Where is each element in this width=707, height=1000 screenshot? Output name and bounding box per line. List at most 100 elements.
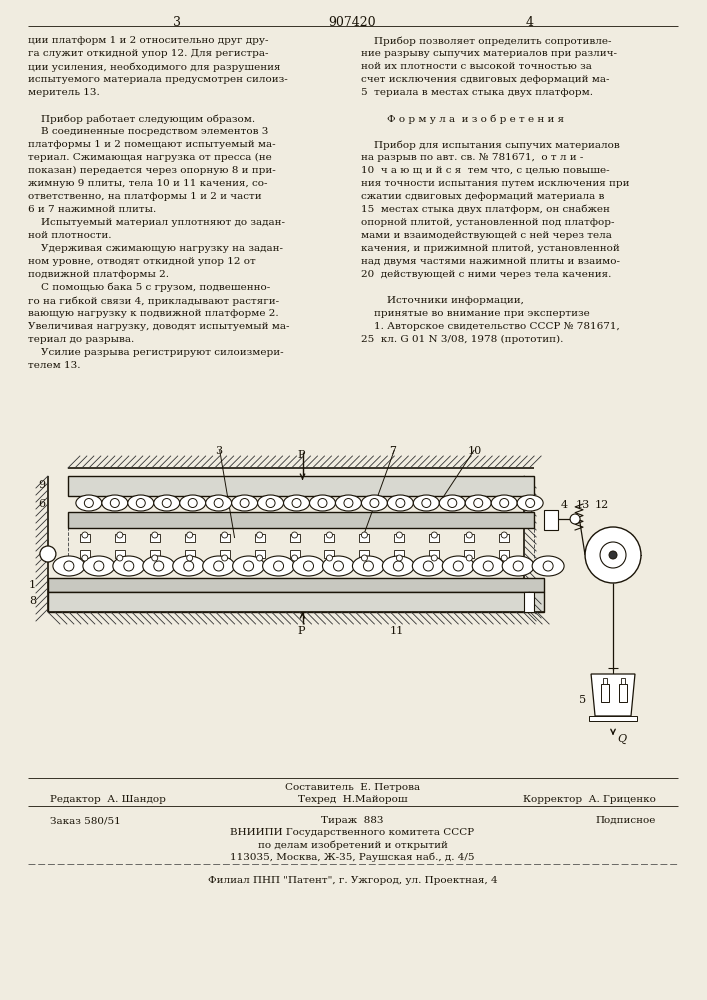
Circle shape [40, 546, 56, 562]
Ellipse shape [322, 556, 354, 576]
Text: ции платформ 1 и 2 относительно друг дру-: ции платформ 1 и 2 относительно друг дру… [28, 36, 269, 45]
Circle shape [483, 561, 493, 571]
Text: ВНИИПИ Государственного комитета СССР: ВНИИПИ Государственного комитета СССР [230, 828, 474, 837]
Text: В соединенные посредством элементов 3: В соединенные посредством элементов 3 [28, 127, 269, 136]
Bar [255, 534, 264, 542]
Text: Составитель  Е. Петрова: Составитель Е. Петрова [285, 783, 420, 792]
Circle shape [397, 555, 402, 561]
Circle shape [609, 551, 617, 559]
Bar [185, 550, 194, 558]
Text: Увеличивая нагрузку, доводят испытуемый ма-: Увеличивая нагрузку, доводят испытуемый … [28, 322, 289, 331]
Ellipse shape [180, 495, 206, 511]
Circle shape [501, 555, 507, 561]
Text: показан) передается через опорную 8 и при-: показан) передается через опорную 8 и пр… [28, 166, 276, 175]
Circle shape [187, 555, 193, 561]
Bar [544, 510, 558, 530]
Text: 10  ч а ю щ и й с я  тем что, с целью повыше-: 10 ч а ю щ и й с я тем что, с целью повы… [361, 166, 610, 175]
Text: подвижной платформы 2.: подвижной платформы 2. [28, 270, 169, 279]
Circle shape [466, 555, 472, 561]
Circle shape [501, 532, 507, 538]
Text: С помощью бака 5 с грузом, подвешенно-: С помощью бака 5 с грузом, подвешенно- [28, 283, 270, 292]
Text: териал до разрыва.: териал до разрыва. [28, 335, 134, 344]
Ellipse shape [352, 556, 385, 576]
Bar [429, 534, 439, 542]
Circle shape [431, 532, 438, 538]
Polygon shape [591, 674, 635, 716]
Bar [290, 550, 300, 558]
Text: 1: 1 [29, 580, 36, 590]
Text: 6 и 7 нажимной плиты.: 6 и 7 нажимной плиты. [28, 205, 156, 214]
Text: Ф о р м у л а  и з о б р е т е н и я: Ф о р м у л а и з о б р е т е н и я [361, 114, 565, 123]
Ellipse shape [518, 495, 543, 511]
Circle shape [187, 532, 193, 538]
Bar [68, 512, 534, 528]
Ellipse shape [53, 556, 85, 576]
Ellipse shape [310, 495, 335, 511]
Text: опорной плитой, установленной под платфор-: опорной плитой, установленной под платфо… [361, 218, 615, 227]
Ellipse shape [262, 556, 295, 576]
Text: 20  действующей с ними через тела качения.: 20 действующей с ними через тела качения… [361, 270, 612, 279]
Text: Прибор для испытания сыпучих материалов: Прибор для испытания сыпучих материалов [361, 140, 620, 149]
Bar [589, 716, 637, 721]
Ellipse shape [153, 495, 180, 511]
Circle shape [600, 542, 626, 568]
Circle shape [291, 555, 298, 561]
Text: 10: 10 [467, 446, 481, 456]
Text: счет исключения сдвиговых деформаций ма-: счет исключения сдвиговых деформаций ма- [361, 75, 610, 84]
Ellipse shape [382, 556, 414, 576]
Circle shape [117, 532, 123, 538]
Text: 5: 5 [579, 695, 586, 705]
Bar [499, 534, 509, 542]
Text: сжатии сдвиговых деформаций материала в: сжатии сдвиговых деформаций материала в [361, 192, 604, 201]
Circle shape [543, 561, 553, 571]
Ellipse shape [83, 556, 115, 576]
Ellipse shape [361, 495, 387, 511]
Circle shape [334, 561, 344, 571]
Circle shape [257, 532, 262, 538]
Bar [499, 550, 509, 558]
Ellipse shape [293, 556, 325, 576]
Circle shape [152, 532, 158, 538]
Bar [290, 534, 300, 542]
Ellipse shape [491, 495, 518, 511]
Text: 4: 4 [561, 500, 568, 510]
Text: P: P [298, 626, 305, 636]
Circle shape [363, 561, 373, 571]
Bar [255, 550, 264, 558]
Bar [80, 550, 90, 558]
Text: над двумя частями нажимной плиты и взаимо-: над двумя частями нажимной плиты и взаим… [361, 257, 621, 266]
Bar [325, 550, 334, 558]
Circle shape [244, 561, 254, 571]
Text: 2: 2 [551, 514, 559, 524]
Ellipse shape [143, 556, 175, 576]
Text: жимную 9 плиты, тела 10 и 11 качения, со-: жимную 9 плиты, тела 10 и 11 качения, со… [28, 179, 267, 188]
Text: ной их плотности с высокой точностью за: ной их плотности с высокой точностью за [361, 62, 592, 71]
Ellipse shape [284, 495, 310, 511]
Text: га служит откидной упор 12. Для регистра-: га служит откидной упор 12. Для регистра… [28, 49, 269, 58]
Bar [68, 476, 534, 496]
Circle shape [110, 498, 119, 508]
Circle shape [162, 498, 171, 508]
Circle shape [513, 561, 523, 571]
Text: на разрыв по авт. св. № 781671,  о т л и -: на разрыв по авт. св. № 781671, о т л и … [361, 153, 584, 162]
Circle shape [64, 561, 74, 571]
Ellipse shape [113, 556, 145, 576]
Circle shape [361, 532, 368, 538]
Text: териал. Сжимающая нагрузка от пресса (не: териал. Сжимающая нагрузка от пресса (не [28, 153, 271, 162]
Bar [395, 550, 404, 558]
Text: принятые во внимание при экспертизе: принятые во внимание при экспертизе [361, 309, 590, 318]
Text: Техред  Н.Майорош: Техред Н.Майорош [298, 795, 407, 804]
Circle shape [431, 555, 438, 561]
Ellipse shape [76, 495, 102, 511]
Bar [325, 534, 334, 542]
Text: Редактор  А. Шандор: Редактор А. Шандор [50, 795, 166, 804]
Text: 11: 11 [390, 626, 404, 636]
Circle shape [94, 561, 104, 571]
Text: 15  местах стыка двух платформ, он снабжен: 15 местах стыка двух платформ, он снабже… [361, 205, 610, 215]
Circle shape [344, 498, 353, 508]
Text: го на гибкой связи 4, прикладывают растяги-: го на гибкой связи 4, прикладывают растя… [28, 296, 279, 306]
Circle shape [152, 555, 158, 561]
Circle shape [500, 498, 509, 508]
Bar [619, 684, 627, 702]
Text: Тираж  883: Тираж 883 [321, 816, 384, 825]
